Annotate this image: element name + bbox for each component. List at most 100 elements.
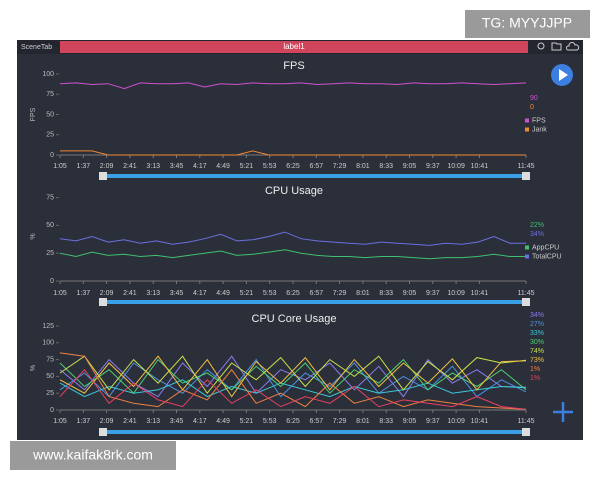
x-tick-label: 9:37 (426, 290, 440, 297)
y-tick-label: 75 (46, 91, 54, 98)
legend-label: FPS (532, 117, 546, 124)
scroll-handle[interactable] (99, 428, 107, 436)
scroll-handle[interactable] (99, 172, 107, 180)
scroll-handle[interactable] (522, 298, 530, 306)
x-tick-label: 6:57 (309, 163, 323, 170)
series-line (59, 231, 526, 246)
y-tick-label: 0 (50, 152, 54, 159)
y-tick-label: 50 (46, 222, 54, 229)
y-tick-label: 50 (46, 373, 54, 380)
x-tick-label: 6:25 (286, 163, 300, 170)
x-tick-label: 3:45 (170, 163, 184, 170)
x-tick-label: 11:45 (518, 290, 535, 297)
y-tick-label: 75 (46, 356, 54, 363)
series-line (59, 355, 527, 398)
legend-label: AppCPU (532, 244, 559, 251)
current-value: 1% (530, 366, 540, 373)
y-tick-label: 0 (50, 407, 54, 414)
scroll-handle[interactable] (522, 428, 530, 436)
x-tick-label: 8:01 (356, 163, 370, 170)
x-tick-label: 9:05 (403, 290, 417, 297)
x-tick-label: 6:25 (286, 418, 300, 425)
x-tick-label: 8:33 (379, 290, 393, 297)
x-tick-label: 5:21 (240, 290, 254, 297)
x-tick-label: 4:17 (193, 290, 207, 297)
x-tick-label: 1:37 (76, 290, 90, 297)
x-tick-label: 2:41 (123, 418, 137, 425)
app-panel (17, 40, 583, 440)
add-button[interactable] (553, 402, 573, 422)
scroll-handle[interactable] (522, 172, 530, 180)
current-value: 34% (530, 312, 544, 319)
x-tick-label: 4:17 (193, 418, 207, 425)
current-value: 27% (530, 321, 544, 328)
x-tick-label: 7:29 (333, 418, 347, 425)
x-tick-label: 10:41 (471, 163, 489, 170)
x-tick-label: 4:17 (193, 163, 207, 170)
current-value: 73% (530, 357, 544, 364)
x-tick-label: 1:37 (76, 418, 90, 425)
x-tick-label: 5:53 (263, 290, 277, 297)
y-axis-label: FPS (30, 107, 37, 121)
x-tick-label: 5:53 (263, 163, 277, 170)
x-tick-label: 7:29 (333, 290, 347, 297)
x-tick-label: 10:41 (471, 418, 489, 425)
legend-label: Jank (532, 126, 547, 133)
y-tick-label: 25 (46, 250, 54, 257)
current-value: 1% (530, 375, 540, 382)
y-tick-label: 50 (46, 111, 54, 118)
x-tick-label: 1:05 (53, 418, 67, 425)
scrollbar[interactable] (102, 174, 526, 178)
tab-title[interactable]: label1 (283, 42, 305, 51)
current-value: 33% (530, 330, 544, 337)
x-tick-label: 3:13 (146, 163, 160, 170)
y-axis-label: % (30, 233, 37, 239)
series-line (59, 355, 527, 395)
x-tick-label: 9:05 (403, 418, 417, 425)
y-tick-label: 100 (42, 71, 54, 78)
y-axis-label: % (30, 365, 37, 371)
x-tick-label: 3:45 (170, 418, 184, 425)
series-line (59, 358, 527, 394)
series-line (59, 368, 527, 410)
toolbar-icons[interactable] (537, 41, 580, 51)
y-tick-label: 125 (42, 323, 54, 330)
x-tick-label: 9:05 (403, 163, 417, 170)
x-tick-label: 9:37 (426, 418, 440, 425)
x-tick-label: 5:53 (263, 418, 277, 425)
x-tick-label: 10:09 (447, 418, 465, 425)
series-line (59, 352, 527, 410)
tab[interactable] (60, 41, 528, 53)
watermark: TG: MYYJJPP (482, 15, 572, 31)
x-tick-label: 3:45 (170, 290, 184, 297)
x-tick-label: 2:41 (123, 290, 137, 297)
current-value: 0 (530, 104, 534, 111)
x-tick-label: 4:49 (216, 290, 230, 297)
scroll-handle[interactable] (99, 298, 107, 306)
y-tick-label: 0 (50, 278, 54, 285)
x-tick-label: 8:01 (356, 418, 370, 425)
x-tick-label: 3:13 (146, 418, 160, 425)
x-tick-label: 8:33 (379, 163, 393, 170)
x-tick-label: 5:21 (240, 163, 254, 170)
current-value: 34% (530, 231, 544, 238)
scene-tab[interactable]: SceneTab (21, 44, 52, 51)
x-tick-label: 9:37 (426, 163, 440, 170)
x-tick-label: 4:49 (216, 163, 230, 170)
legend-swatch (525, 127, 529, 132)
scrollbar[interactable] (102, 430, 526, 434)
legend-label: TotalCPU (532, 253, 562, 260)
y-tick-label: 25 (46, 132, 54, 139)
series-line (60, 150, 526, 156)
y-tick-label: 100 (42, 340, 54, 347)
scrollbar[interactable] (102, 300, 526, 304)
legend-swatch (525, 254, 529, 259)
chart-title: FPS (283, 60, 304, 72)
x-tick-label: 1:05 (53, 290, 67, 297)
x-tick-label: 1:37 (76, 163, 90, 170)
watermark-box (465, 10, 590, 38)
legend-swatch (525, 245, 529, 250)
current-value: 30% (530, 339, 544, 346)
x-tick-label: 8:33 (379, 418, 393, 425)
x-tick-label: 2:09 (100, 290, 114, 297)
